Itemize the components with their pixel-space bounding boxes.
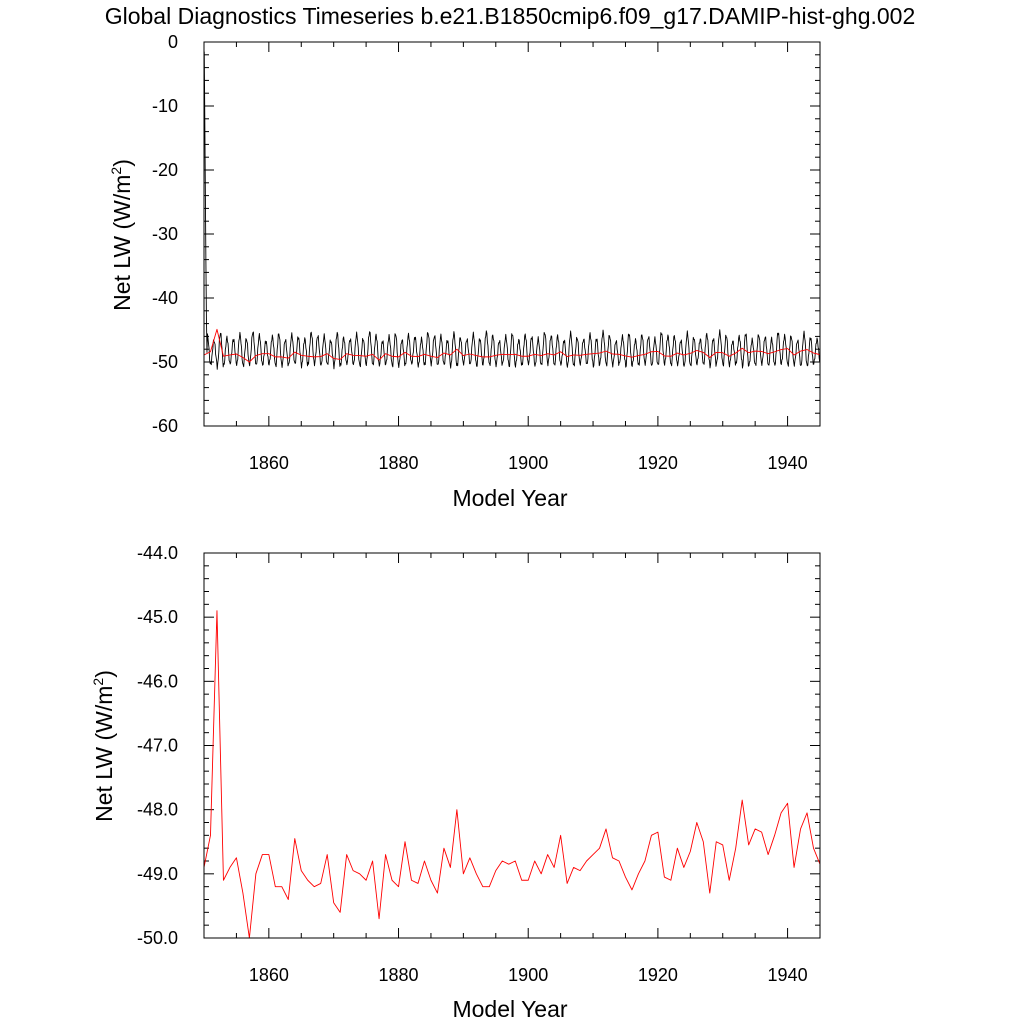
- figure-title: Global Diagnostics Timeseries b.e21.B185…: [105, 3, 916, 29]
- bottom-plot-frame: [203, 552, 821, 939]
- bottom-panel: 1860 1880 1900 1920 1940 -44.0 -45.0 -46.0 -47.0…: [90, 543, 821, 1022]
- top-annual-series-line: [204, 328, 820, 363]
- top-x-tick-label: 1860: [249, 453, 289, 473]
- top-panel: 1860 1880 1900 1920 19400-10-20-30-40-50-60 …: [108, 32, 821, 511]
- top-y-tick-label: -20: [152, 160, 178, 180]
- top-x-axis-title: Model Year: [452, 485, 567, 511]
- top-y-tick-label: -60: [152, 416, 178, 436]
- top-y-tick-label: -50: [152, 352, 178, 372]
- top-y-tick-label: 0: [168, 32, 178, 52]
- bottom-x-tick-label: 1920: [638, 965, 678, 985]
- top-x-tick-label: 1940: [768, 453, 808, 473]
- bottom-y-tick-label: -44.0: [137, 543, 178, 563]
- top-x-tick-label: 1880: [379, 453, 419, 473]
- bottom-y-tick-label: -46.0: [137, 671, 178, 691]
- top-y-tick-label: -40: [152, 288, 178, 308]
- top-y-tick-label: -30: [152, 224, 178, 244]
- bottom-x-tick-label: 1940: [768, 965, 808, 985]
- top-series-group: [204, 51, 820, 370]
- bottom-x-tick-label: 1880: [379, 965, 419, 985]
- bottom-y-tick-label: -50.0: [137, 928, 178, 948]
- top-x-tick-label: 1900: [508, 453, 548, 473]
- bottom-annual-series-line: [204, 610, 820, 938]
- bottom-series-group: [204, 610, 820, 938]
- bottom-y-axis-title: Net LW (W/m2): [90, 670, 117, 822]
- bottom-plot-area: 1860 1880 1900 1920 1940 -44.0 -45.0 -46.0 -47.0…: [137, 543, 821, 985]
- bottom-y-tick-label: -49.0: [137, 864, 178, 884]
- bottom-x-tick-label: 1900: [508, 965, 548, 985]
- top-monthly-series-line: [204, 51, 820, 370]
- bottom-y-tick-label: -48.0: [137, 800, 178, 820]
- top-y-tick-label: -10: [152, 96, 178, 116]
- top-y-axis-title: Net LW (W/m2): [108, 159, 135, 311]
- bottom-y-tick-label: -45.0: [137, 607, 178, 627]
- bottom-y-tick-label: -47.0: [137, 736, 178, 756]
- top-x-tick-label: 1920: [638, 453, 678, 473]
- top-plot-frame: [203, 41, 821, 427]
- bottom-x-axis-title: Model Year: [452, 996, 567, 1022]
- top-plot-area: 1860 1880 1900 1920 1940 0 -10 -20 -30 -40 -50 -60: [152, 32, 821, 473]
- bottom-x-tick-label: 1860: [249, 965, 289, 985]
